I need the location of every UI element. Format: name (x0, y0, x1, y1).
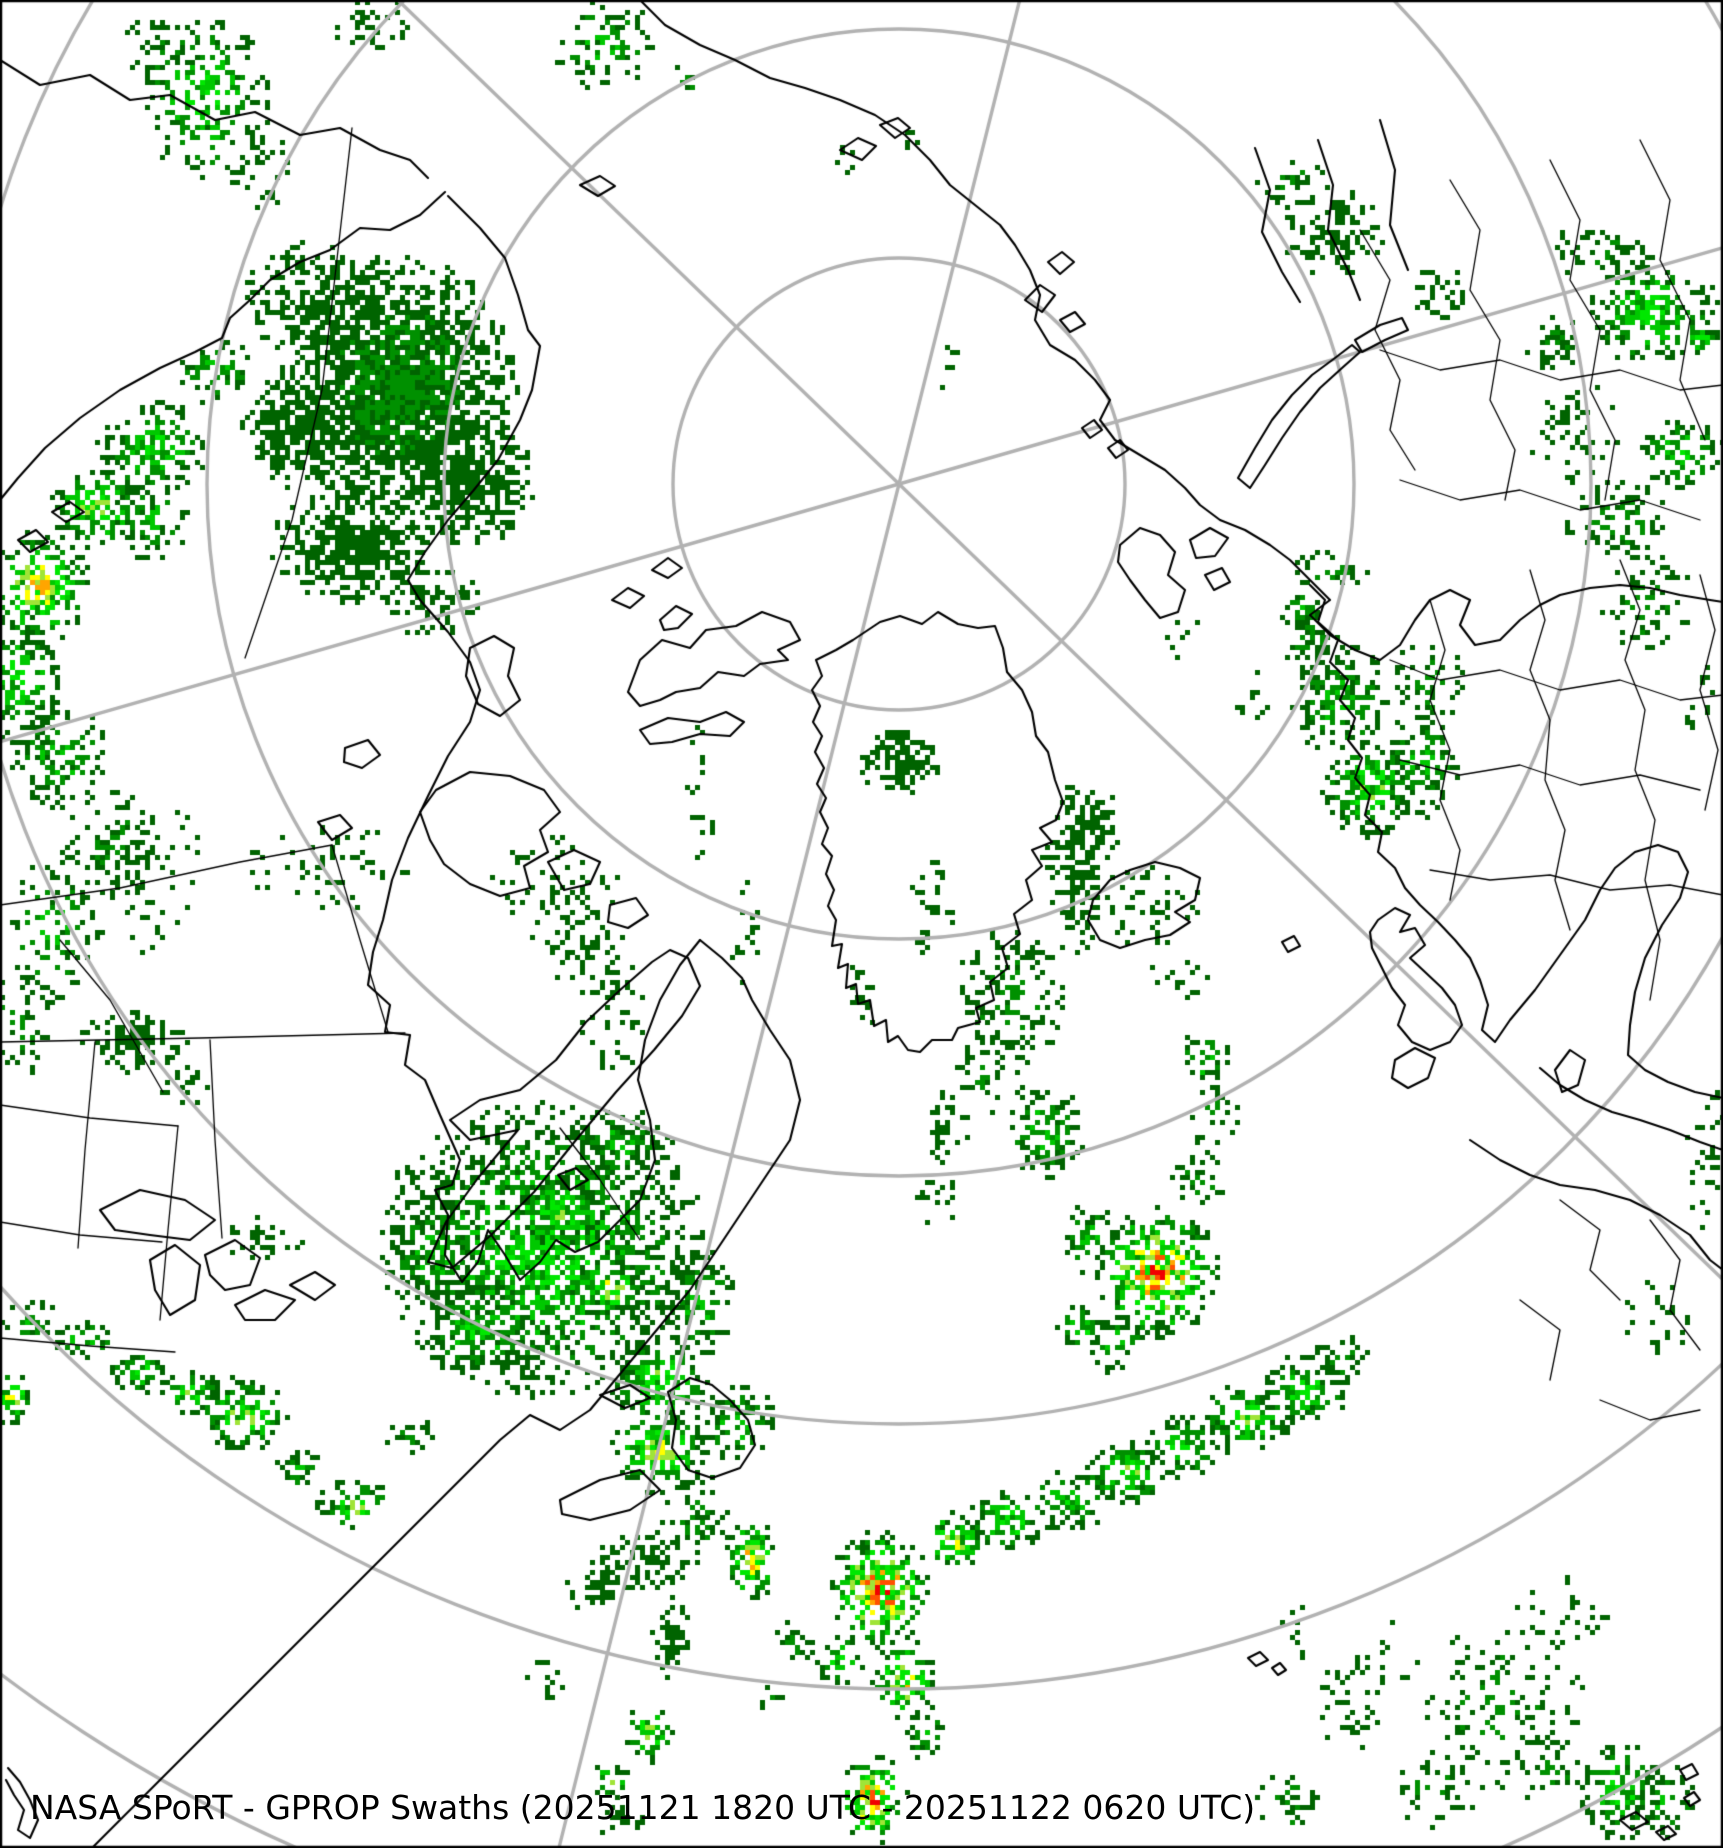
map-caption: NASA SPoRT - GPROP Swaths (20251121 1820… (30, 1788, 1256, 1827)
